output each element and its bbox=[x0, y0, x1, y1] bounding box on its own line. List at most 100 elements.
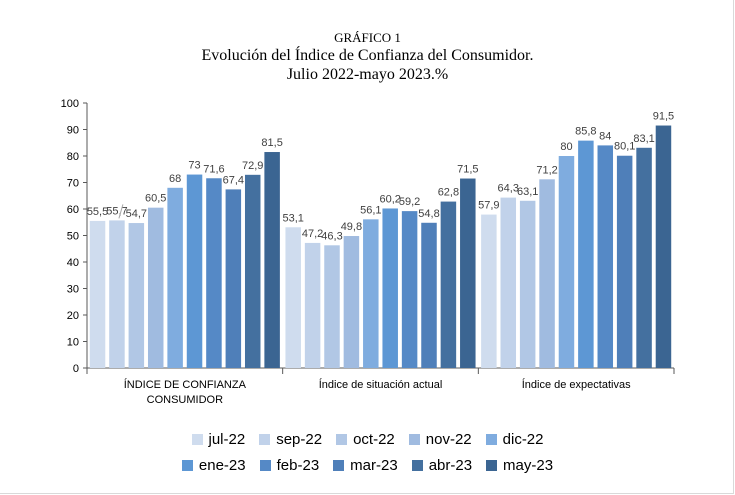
bar bbox=[421, 222, 437, 368]
data-label: 68 bbox=[169, 173, 181, 185]
data-label: 47,2 bbox=[302, 228, 323, 240]
y-tick-label: 100 bbox=[61, 98, 79, 110]
data-label: 55,5 bbox=[87, 206, 108, 218]
data-label: 60,2 bbox=[379, 193, 400, 205]
data-label: 53,1 bbox=[282, 212, 303, 224]
data-label: 84 bbox=[599, 130, 611, 142]
legend-label: abr-23 bbox=[428, 456, 473, 474]
legend-label: nov-22 bbox=[425, 430, 472, 448]
legend-item: jul-22 bbox=[191, 430, 246, 448]
y-tick-label: 50 bbox=[67, 231, 79, 243]
bar bbox=[304, 242, 321, 368]
data-label: 64,3 bbox=[498, 183, 519, 195]
data-label: 80,1 bbox=[614, 141, 635, 153]
legend-label: jul-22 bbox=[208, 430, 246, 448]
bar bbox=[109, 220, 125, 368]
legend-label: may-23 bbox=[503, 456, 554, 474]
legend-item: abr-23 bbox=[411, 456, 473, 474]
legend-swatch bbox=[259, 433, 271, 445]
data-label: 73 bbox=[188, 160, 200, 172]
data-label: 56,1 bbox=[360, 204, 381, 216]
y-tick-label: 40 bbox=[67, 257, 79, 269]
bar-chart: 0 10 20 30 40 50 60 70 80 90 100 55,555,754,7 60,568… bbox=[61, 98, 675, 406]
data-label: 67,4 bbox=[223, 174, 244, 186]
data-label: 71,5 bbox=[457, 164, 478, 176]
data-label: 62,8 bbox=[438, 187, 459, 199]
chart-title: Evolución del Índice de Confianza del Co… bbox=[201, 47, 534, 64]
bar bbox=[481, 214, 497, 368]
bar bbox=[324, 245, 340, 368]
data-label: 54,8 bbox=[418, 208, 439, 220]
x-category-label: CONSUMIDOR bbox=[147, 394, 223, 406]
bar bbox=[89, 220, 106, 368]
y-tick-label: 10 bbox=[67, 337, 79, 349]
legend-label: ene-23 bbox=[198, 456, 246, 474]
data-label: 59,2 bbox=[399, 196, 420, 208]
data-label: 55,7 bbox=[106, 205, 127, 217]
legend-row: jul-22 sep-22 oct-22 nov-22 dic-22 bbox=[0, 426, 735, 452]
bar bbox=[206, 178, 222, 368]
legend-swatch bbox=[181, 459, 193, 471]
data-label: 85,8 bbox=[575, 126, 596, 138]
y-tick-label: 70 bbox=[67, 178, 79, 190]
legend-item: ene-23 bbox=[181, 456, 246, 474]
legend-item: sep-22 bbox=[259, 431, 322, 448]
legend-label: mar-23 bbox=[350, 456, 398, 474]
bar bbox=[578, 140, 594, 368]
legend-swatch bbox=[486, 459, 498, 471]
y-tick-label: 30 bbox=[67, 284, 79, 296]
bar bbox=[636, 147, 652, 368]
x-category-label: Índice de expectativas bbox=[522, 378, 631, 391]
legend-item: may-23 bbox=[486, 457, 553, 474]
legend-swatch bbox=[336, 433, 348, 445]
legend-swatch bbox=[259, 459, 271, 471]
bar bbox=[264, 152, 280, 368]
bar bbox=[167, 187, 183, 368]
bar bbox=[597, 145, 614, 368]
data-label: 71,6 bbox=[203, 163, 224, 175]
data-label: 91,5 bbox=[653, 111, 674, 123]
data-label: 63,1 bbox=[517, 186, 538, 198]
data-label: 49,8 bbox=[341, 221, 362, 233]
legend-swatch bbox=[408, 433, 420, 445]
y-tick-label: 20 bbox=[67, 310, 79, 322]
legend-item: mar-23 bbox=[333, 457, 398, 474]
legend-swatch bbox=[485, 433, 497, 445]
bar bbox=[558, 156, 575, 368]
bar bbox=[244, 174, 261, 368]
bar bbox=[186, 174, 203, 368]
bar bbox=[460, 178, 476, 368]
legend-label: feb-23 bbox=[276, 456, 320, 474]
x-category-label: Índice de situación actual bbox=[319, 378, 443, 391]
data-label: 54,7 bbox=[126, 208, 147, 220]
data-label: 80 bbox=[560, 141, 572, 153]
data-label-leader-line bbox=[118, 204, 124, 219]
x-category-label: ÍNDICE DE CONFIANZA bbox=[124, 378, 247, 391]
data-label: 60,5 bbox=[145, 193, 166, 205]
legend-swatch bbox=[191, 433, 203, 445]
legend-label: oct-22 bbox=[353, 430, 395, 448]
bar bbox=[440, 201, 457, 368]
y-tick-label: 80 bbox=[67, 151, 79, 163]
bar bbox=[401, 211, 418, 368]
y-tick-label: 90 bbox=[67, 125, 79, 137]
bar bbox=[285, 227, 301, 368]
bar bbox=[655, 125, 672, 369]
chart-subtitle: Julio 2022-mayo 2023.% bbox=[286, 66, 449, 83]
chart-title-number: GRÁFICO 1 bbox=[334, 30, 401, 45]
bar bbox=[500, 197, 517, 368]
data-label: 71,2 bbox=[536, 164, 557, 176]
legend: jul-22 sep-22 oct-22 nov-22 dic-22 ene-23 feb… bbox=[0, 426, 735, 478]
bar bbox=[382, 208, 398, 368]
y-tick-label: 60 bbox=[67, 204, 79, 216]
legend-label: sep-22 bbox=[276, 430, 323, 448]
y-tick-label: 0 bbox=[73, 363, 79, 375]
bar bbox=[147, 207, 164, 368]
legend-swatch bbox=[411, 459, 423, 471]
bar bbox=[343, 236, 360, 368]
chart-title-block: GRÁFICO 1 Evolución del Índice de Confia… bbox=[0, 30, 735, 84]
data-label: 72,9 bbox=[242, 160, 263, 172]
bar bbox=[225, 189, 242, 368]
bar bbox=[363, 219, 379, 368]
